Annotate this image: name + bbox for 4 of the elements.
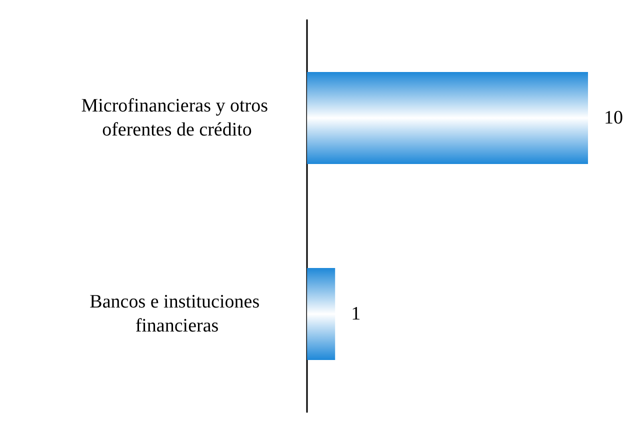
data-label: 1 [351, 304, 361, 324]
y-tick-label: Bancos e instituciones financieras [90, 292, 264, 336]
y-tick-label: Microfinancieras y otros oferentes de crédito [81, 96, 273, 140]
data-label: 10 [604, 108, 623, 128]
